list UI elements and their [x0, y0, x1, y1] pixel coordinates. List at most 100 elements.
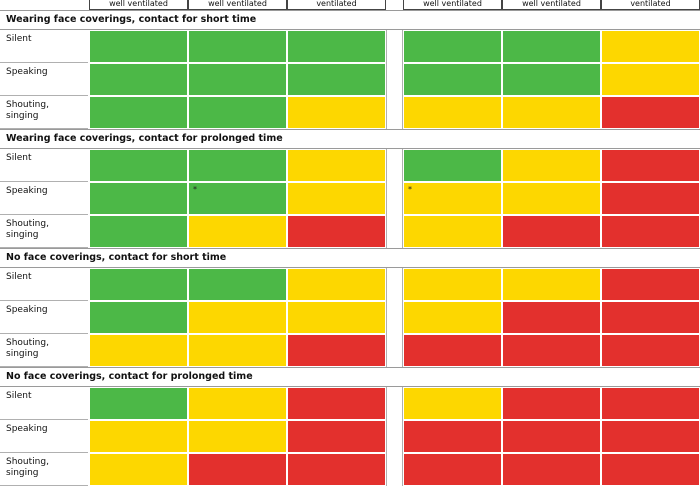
- risk-cell: [89, 387, 188, 420]
- risk-cell: [601, 182, 700, 215]
- risk-cell: [601, 420, 700, 453]
- risk-cell: [403, 96, 502, 129]
- risk-cell: [403, 420, 502, 453]
- risk-cell: [287, 301, 386, 334]
- risk-cell: [502, 149, 601, 182]
- risk-cell: [287, 30, 386, 63]
- risk-cell: [601, 96, 700, 129]
- footnote-marker: *: [408, 185, 412, 194]
- risk-cell: [89, 182, 188, 215]
- section-title: Wearing face coverings, contact for prol…: [0, 129, 700, 149]
- risk-cell: [502, 30, 601, 63]
- column-header: well ventilated: [89, 0, 188, 10]
- risk-cell: [89, 96, 188, 129]
- row-label: Speaking: [0, 420, 88, 453]
- risk-cell: [188, 301, 287, 334]
- risk-cell: [89, 453, 188, 486]
- risk-cell: [502, 63, 601, 96]
- column-header: well ventilated: [403, 0, 502, 10]
- risk-cell: [403, 387, 502, 420]
- risk-cell: [188, 453, 287, 486]
- risk-cell: [188, 420, 287, 453]
- risk-cell: [287, 334, 386, 367]
- row-label: Silent: [0, 149, 88, 182]
- row-label: Shouting, singing: [0, 215, 88, 248]
- risk-cell: [89, 268, 188, 301]
- risk-cell: [188, 387, 287, 420]
- risk-cell: [188, 149, 287, 182]
- column-header: ventilated: [287, 0, 386, 10]
- risk-cell: [188, 268, 287, 301]
- row-label: Silent: [0, 268, 88, 301]
- risk-cell: [601, 149, 700, 182]
- risk-cell: [502, 182, 601, 215]
- risk-cell: [601, 30, 700, 63]
- section-title: No face coverings, contact for short tim…: [0, 248, 700, 268]
- risk-cell: [188, 215, 287, 248]
- row-label: Speaking: [0, 63, 88, 96]
- risk-cell: [188, 96, 287, 129]
- risk-cell: *: [188, 182, 287, 215]
- risk-cell: [502, 453, 601, 486]
- risk-cell: [502, 387, 601, 420]
- risk-cell: [403, 63, 502, 96]
- section-title: No face coverings, contact for prolonged…: [0, 367, 700, 387]
- risk-cell: [502, 215, 601, 248]
- risk-cell: [601, 301, 700, 334]
- risk-cell: [502, 301, 601, 334]
- risk-cell: [188, 63, 287, 96]
- risk-cell: [601, 268, 700, 301]
- row-label: Speaking: [0, 301, 88, 334]
- risk-cell: [287, 96, 386, 129]
- risk-cell: [89, 149, 188, 182]
- risk-cell: [403, 301, 502, 334]
- risk-cell: [89, 30, 188, 63]
- risk-cell: [601, 63, 700, 96]
- column-gap: [386, 30, 403, 129]
- column-header: ventilated: [601, 0, 700, 10]
- row-label: Shouting, singing: [0, 334, 88, 367]
- column-gap: [386, 149, 403, 248]
- risk-cell: [188, 334, 287, 367]
- risk-cell: [287, 182, 386, 215]
- risk-cell: [403, 453, 502, 486]
- risk-cell: [287, 268, 386, 301]
- risk-cell: [287, 215, 386, 248]
- risk-cell: [188, 30, 287, 63]
- risk-cell: [89, 301, 188, 334]
- risk-cell: [403, 268, 502, 301]
- row-label: Shouting, singing: [0, 96, 88, 129]
- risk-cell: [287, 453, 386, 486]
- row-label: Silent: [0, 30, 88, 63]
- risk-cell: [403, 149, 502, 182]
- risk-cell: [403, 30, 502, 63]
- risk-cell: *: [403, 182, 502, 215]
- risk-cell: [287, 420, 386, 453]
- risk-cell: [502, 96, 601, 129]
- risk-cell: [601, 215, 700, 248]
- row-label: Silent: [0, 387, 88, 420]
- risk-cell: [89, 63, 188, 96]
- risk-cell: [287, 63, 386, 96]
- risk-cell: [89, 334, 188, 367]
- section-title: Wearing face coverings, contact for shor…: [0, 10, 700, 30]
- risk-cell: [502, 268, 601, 301]
- column-header: well ventilated: [188, 0, 287, 10]
- risk-cell: [601, 387, 700, 420]
- risk-cell: [287, 387, 386, 420]
- risk-cell: [403, 334, 502, 367]
- risk-cell: [502, 334, 601, 367]
- footnote-marker: *: [193, 185, 197, 194]
- risk-cell: [287, 149, 386, 182]
- column-gap: [386, 268, 403, 367]
- row-label: Speaking: [0, 182, 88, 215]
- column-header: well ventilated: [502, 0, 601, 10]
- risk-cell: [502, 420, 601, 453]
- risk-cell: [89, 420, 188, 453]
- risk-cell: [601, 453, 700, 486]
- row-label: Shouting, singing: [0, 453, 88, 486]
- risk-cell: [403, 215, 502, 248]
- column-gap: [386, 387, 403, 486]
- risk-cell: [89, 215, 188, 248]
